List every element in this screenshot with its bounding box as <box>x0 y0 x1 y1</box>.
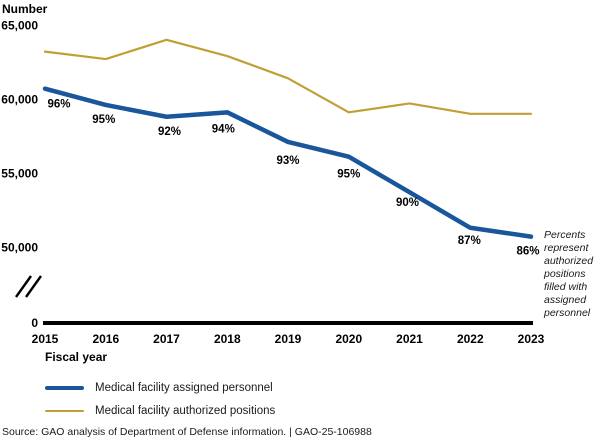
x-axis-title: Fiscal year <box>45 350 108 364</box>
y-tick-55000: 55,000 <box>1 167 38 181</box>
percent-label-2023: 86% <box>516 246 539 258</box>
legend-item-assigned-personnel: Medical facility assigned personnel <box>45 381 275 395</box>
percent-label-2017: 92% <box>158 126 181 138</box>
legend: Medical facility assigned personnel Medi… <box>45 381 275 427</box>
percent-label-2015: 96% <box>47 99 70 111</box>
authorized-positions-line-swatch <box>45 409 84 413</box>
x-tick-2020: 2020 <box>335 332 362 346</box>
legend-label-assigned-personnel: Medical facility assigned personnel <box>95 382 273 394</box>
percent-label-2020: 95% <box>337 169 360 181</box>
source-note: Source: GAO analysis of Department of De… <box>2 426 372 438</box>
x-tick-2015: 2015 <box>32 332 59 346</box>
y-tick-60000: 60,000 <box>1 93 38 107</box>
x-tick-2019: 2019 <box>275 332 302 346</box>
x-tick-2018: 2018 <box>214 332 241 346</box>
percent-label-2018: 94% <box>212 123 235 135</box>
x-tick-2022: 2022 <box>457 332 484 346</box>
y-tick-65000: 65,000 <box>1 19 38 33</box>
percent-label-2022: 87% <box>458 235 481 247</box>
y-tick-50000: 50,000 <box>1 241 38 255</box>
axis-break-mark <box>15 275 32 298</box>
y-tick-0: 0 <box>31 316 38 330</box>
series-line-0 <box>42 86 534 239</box>
percent-label-2021: 90% <box>396 197 419 209</box>
x-tick-2016: 2016 <box>92 332 119 346</box>
x-tick-2023: 2023 <box>518 332 545 346</box>
series-line-1 <box>43 38 533 115</box>
x-axis-line <box>43 321 533 325</box>
x-tick-2017: 2017 <box>153 332 180 346</box>
legend-label-authorized-positions: Medical facility authorized positions <box>95 405 276 417</box>
line-chart: 96% 95% 92% 94% 93% 95% 90% 87% 86% 65,000 60,000 5… <box>1 19 545 347</box>
assigned-personnel-line-swatch <box>45 385 84 391</box>
percent-label-2016: 95% <box>92 114 115 126</box>
x-tick-2021: 2021 <box>396 332 423 346</box>
percent-label-2019: 93% <box>276 155 299 167</box>
y-axis-title: Number <box>2 2 48 16</box>
axis-break-mark <box>25 275 42 298</box>
legend-item-authorized-positions: Medical facility authorized positions <box>45 404 275 418</box>
chart-annotation: Percents represent authorized positions … <box>544 229 594 319</box>
